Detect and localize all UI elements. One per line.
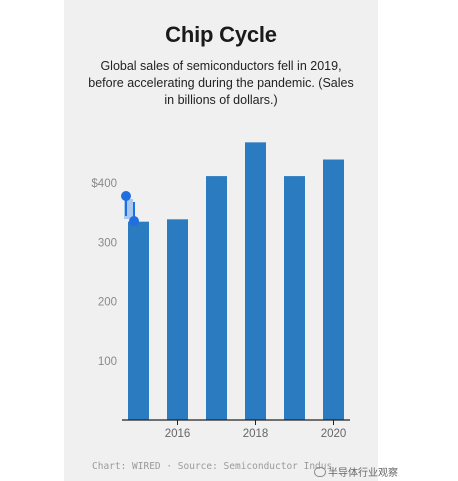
chart-source: Chart: WIRED · Source: Semiconductor Ind…: [92, 461, 332, 472]
selection-start-handle[interactable]: [121, 191, 131, 201]
selection-end-handle[interactable]: [129, 216, 139, 226]
x-tick-label: 2016: [165, 428, 191, 440]
y-tick-label: 300: [98, 237, 117, 249]
subtitle-line-3: in billions of dollars.): [164, 93, 278, 107]
bar-2016[interactable]: [167, 219, 188, 420]
subtitle-line-1: Global sales of semiconductors fell in 2…: [100, 59, 342, 73]
y-tick-label: 100: [98, 356, 117, 368]
chart-subtitle: Global sales of semiconductors fell in 2…: [78, 58, 364, 109]
x-tick-label: 2020: [321, 428, 347, 440]
bar-2018[interactable]: [245, 142, 266, 421]
bar-2017[interactable]: [206, 176, 227, 420]
watermark: 半导体行业观察: [314, 464, 398, 479]
selection-markers[interactable]: [121, 191, 139, 226]
bar-2015[interactable]: [128, 221, 149, 420]
bar-2020[interactable]: [323, 159, 344, 420]
x-tick-label: 2018: [243, 428, 269, 440]
y-tick-label: $400: [91, 178, 117, 190]
watermark-text: 半导体行业观察: [328, 468, 398, 479]
bar-2019[interactable]: [284, 176, 305, 420]
subtitle-line-2: before accelerating during the pandemic.…: [88, 76, 354, 90]
chart-title: Chip Cycle: [165, 22, 277, 47]
y-tick-label: 200: [98, 297, 117, 309]
wechat-icon: [314, 467, 326, 477]
selection-highlight: [124, 199, 133, 219]
